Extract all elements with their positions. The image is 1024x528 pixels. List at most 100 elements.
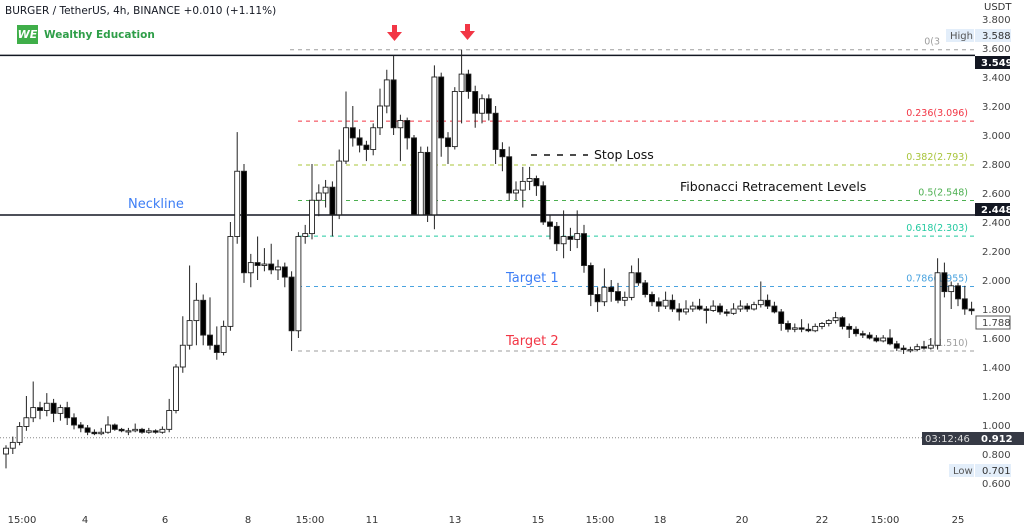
- candle-down: [540, 185, 547, 223]
- candle-up: [737, 305, 744, 310]
- candle-up: [601, 286, 608, 303]
- candle-up: [275, 266, 281, 271]
- candle-up: [173, 366, 179, 411]
- svg-text:2.448: 2.448: [981, 205, 1013, 216]
- top-arrow-icon: [387, 25, 402, 41]
- candle-down: [268, 263, 275, 271]
- candle-up: [315, 192, 322, 201]
- candle-down: [533, 178, 540, 187]
- y-axis-tick-label: 1.800: [982, 305, 1011, 316]
- y-axis-tick-label: 1.400: [982, 363, 1011, 374]
- candle-up: [791, 327, 798, 330]
- x-axis-tick-label: 11: [366, 515, 379, 526]
- candle-up: [689, 305, 696, 310]
- candle-down: [281, 266, 288, 278]
- candle-down: [356, 137, 363, 146]
- svg-text:0.701: 0.701: [982, 466, 1011, 477]
- candle-up: [819, 323, 825, 327]
- candle-down: [900, 347, 907, 351]
- candle-down: [696, 305, 703, 310]
- candle-up: [628, 272, 635, 298]
- candle-up: [757, 299, 764, 306]
- candle-down: [288, 276, 295, 332]
- candle-down: [411, 137, 417, 216]
- candle-down: [873, 337, 880, 342]
- candle-down: [329, 186, 336, 216]
- candle-down: [492, 112, 499, 150]
- candle-down: [553, 225, 560, 245]
- candle-down: [465, 73, 472, 92]
- candle-down: [893, 343, 900, 349]
- candle-up: [132, 428, 139, 432]
- candle-down: [839, 317, 846, 327]
- candle-down: [118, 428, 125, 432]
- candle-down: [404, 120, 411, 139]
- y-axis-tick-label: 2.000: [982, 276, 1011, 287]
- candle-down: [887, 337, 893, 345]
- candle-down: [445, 137, 451, 148]
- candle-down: [91, 431, 98, 435]
- candle-up: [43, 402, 50, 411]
- candle-down: [853, 328, 859, 335]
- candle-down: [152, 430, 159, 433]
- candle-up: [9, 441, 16, 449]
- candle-down: [200, 299, 207, 336]
- y-axis-tick-label: 3.600: [982, 44, 1011, 55]
- candle-down: [111, 424, 118, 430]
- candle-down: [669, 299, 676, 310]
- candle-down: [859, 333, 866, 336]
- candle-down: [615, 291, 621, 301]
- brand-logo: WE Wealthy Education: [17, 25, 155, 44]
- fib-title-label: Fibonacci Retracement Levels: [680, 179, 866, 194]
- candle-up: [812, 325, 819, 332]
- candle-up: [30, 407, 37, 419]
- candle-down: [71, 417, 77, 426]
- y-axis-tick-label: 2.600: [982, 189, 1011, 200]
- candle-up: [159, 428, 166, 433]
- logo-text: Wealthy Education: [44, 28, 155, 41]
- x-axis-tick-label: 8: [245, 515, 251, 526]
- candle-down: [139, 428, 145, 433]
- candle-down: [499, 149, 506, 158]
- candle-up: [730, 308, 737, 314]
- low-price-tag: Low 0.701: [949, 464, 1011, 477]
- candle-down: [424, 151, 431, 216]
- candle-down: [961, 298, 968, 310]
- y-axis-tick-label: 1.600: [982, 334, 1011, 345]
- candle-down: [472, 91, 479, 114]
- candle-up: [234, 170, 241, 237]
- candle-up: [105, 424, 111, 433]
- candle-down: [587, 265, 594, 295]
- neckline-label: Neckline: [128, 197, 184, 212]
- candle-down: [241, 170, 247, 274]
- candle-up: [662, 299, 669, 307]
- candle-up: [751, 304, 757, 310]
- candle-up: [166, 410, 173, 430]
- candle-up: [186, 320, 193, 346]
- svg-text:3.549: 3.549: [981, 58, 1013, 69]
- candle-up: [295, 236, 302, 332]
- candle-up: [377, 105, 383, 129]
- candle-down: [349, 127, 356, 139]
- x-axis-tick-label: 13: [449, 515, 462, 526]
- candle-down: [846, 325, 853, 330]
- candle-down: [77, 424, 84, 429]
- candle-up: [23, 417, 30, 427]
- x-axis-tick-label: 15:00: [871, 515, 900, 526]
- candle-down: [567, 236, 574, 240]
- candle-down: [438, 76, 445, 139]
- fib-level-label: 1(1.510): [927, 338, 968, 349]
- candle-up: [3, 447, 9, 455]
- candle-up: [825, 320, 832, 324]
- svg-text:Low: Low: [953, 466, 973, 477]
- candle-up: [227, 236, 234, 327]
- high-price-tag: High 3.588: [946, 29, 1011, 42]
- x-axis-tick-label: 18: [654, 515, 667, 526]
- candle-up: [560, 236, 567, 245]
- candle-up: [261, 263, 268, 266]
- candle-down: [805, 328, 812, 332]
- candle-down: [649, 294, 655, 303]
- candle-up: [383, 79, 390, 107]
- y-axis-tick-label: 0.600: [982, 479, 1011, 490]
